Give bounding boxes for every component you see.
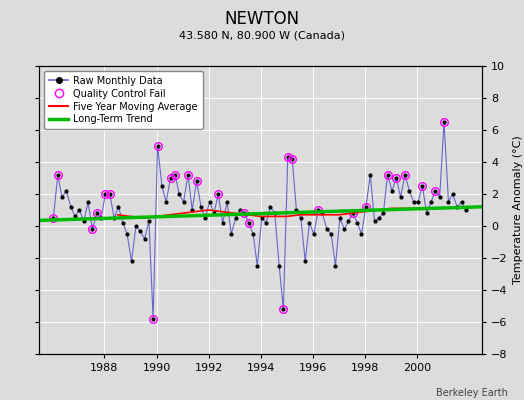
Text: Berkeley Earth: Berkeley Earth [436, 388, 508, 398]
Y-axis label: Temperature Anomaly (°C): Temperature Anomaly (°C) [513, 136, 523, 284]
Text: NEWTON: NEWTON [224, 10, 300, 28]
Legend: Raw Monthly Data, Quality Control Fail, Five Year Moving Average, Long-Term Tren: Raw Monthly Data, Quality Control Fail, … [44, 71, 203, 129]
Text: 43.580 N, 80.900 W (Canada): 43.580 N, 80.900 W (Canada) [179, 30, 345, 40]
